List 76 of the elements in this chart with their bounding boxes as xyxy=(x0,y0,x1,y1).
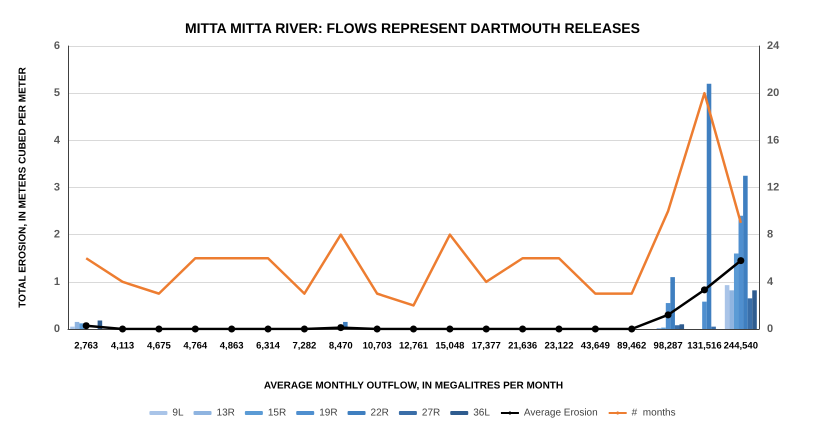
x-tick-label: 6,314 xyxy=(256,340,281,352)
y-tick-label: 4 xyxy=(54,134,61,146)
legend-label: 15R xyxy=(268,408,286,418)
x-tick-label: 98,287 xyxy=(654,340,683,352)
legend-label: 13R xyxy=(216,408,235,418)
y2-tick-label: 24 xyxy=(767,40,780,52)
point xyxy=(264,326,272,332)
legend-label: 27R xyxy=(422,408,440,418)
legend-label: 36L xyxy=(473,408,490,418)
y-tick-label: 0 xyxy=(54,323,60,335)
x-tick-label: 4,863 xyxy=(220,340,244,352)
bar xyxy=(680,324,684,329)
bar xyxy=(724,285,730,329)
x-tick-label: 4,764 xyxy=(183,340,208,352)
y-tick-label: 6 xyxy=(54,40,60,52)
x-tick-label: 21,636 xyxy=(508,340,538,352)
x-tick-label: 43,649 xyxy=(580,340,610,352)
point xyxy=(555,326,562,332)
point xyxy=(300,326,308,332)
chart-title: MITTA MITTA RIVER: FLOWS REPRESENT DARTMOUTH RELEASES xyxy=(185,20,640,36)
y2-tick-label: 4 xyxy=(767,276,774,288)
x-tick-label: 244,540 xyxy=(724,340,758,352)
x-tick-label: 2,763 xyxy=(74,340,98,352)
x-tick-label: 7,282 xyxy=(292,340,316,352)
x-tick-label: 131,516 xyxy=(687,340,722,352)
y2-tick-label: 8 xyxy=(767,228,774,241)
y2-tick-label: 20 xyxy=(767,87,780,100)
x-tick-label: 10,703 xyxy=(362,340,392,352)
legend-label: 22R xyxy=(370,408,389,418)
point xyxy=(519,326,526,332)
point xyxy=(337,324,344,332)
y2-tick-label: 16 xyxy=(767,134,780,146)
y-tick-label: 2 xyxy=(54,228,60,241)
legend-label: # months xyxy=(632,408,676,418)
bar xyxy=(74,322,80,329)
x-axis-title: AVERAGE MONTHLY OUTFLOW, IN MEGALITRES PER MONTH xyxy=(264,380,564,392)
legend-label: Average Erosion xyxy=(524,408,598,418)
y-tick-label: 5 xyxy=(54,87,60,100)
x-tick-label: 8,470 xyxy=(328,340,353,352)
y-axis-title: TOTAL EROSION, IN METERS CUBED PER METER xyxy=(18,66,28,308)
point xyxy=(119,326,126,332)
point xyxy=(592,326,599,332)
x-tick-label: 23,122 xyxy=(544,340,574,352)
x-tick-label: 4,675 xyxy=(147,340,172,352)
y2-tick-label: 12 xyxy=(767,182,780,194)
bar xyxy=(729,290,734,329)
point xyxy=(374,326,381,332)
point xyxy=(628,326,636,332)
x-tick-label: 12,761 xyxy=(398,340,429,352)
bar xyxy=(706,84,712,329)
line-series xyxy=(84,92,742,307)
point xyxy=(410,326,417,332)
point xyxy=(192,326,199,332)
point xyxy=(82,322,90,330)
legend-label: 19R xyxy=(319,408,338,418)
legend-label: 9L xyxy=(172,408,184,418)
x-tick-label: 17,377 xyxy=(472,340,501,352)
point xyxy=(664,311,672,318)
point xyxy=(446,326,454,332)
point xyxy=(482,326,490,332)
bar xyxy=(748,298,752,329)
x-tick-label: 15,048 xyxy=(435,340,464,352)
point xyxy=(700,286,708,294)
bar xyxy=(674,325,680,329)
point xyxy=(737,257,744,264)
x-tick-label: 89,462 xyxy=(617,340,646,352)
y-tick-label: 3 xyxy=(54,182,60,194)
point xyxy=(228,326,236,332)
x-tick-label: 4,113 xyxy=(110,340,134,352)
bar xyxy=(670,277,675,329)
point xyxy=(155,326,162,332)
y-tick-label: 1 xyxy=(54,276,60,288)
bar xyxy=(752,290,757,329)
bar xyxy=(743,176,748,329)
bar xyxy=(702,302,707,329)
y2-tick-label: 0 xyxy=(767,323,774,335)
